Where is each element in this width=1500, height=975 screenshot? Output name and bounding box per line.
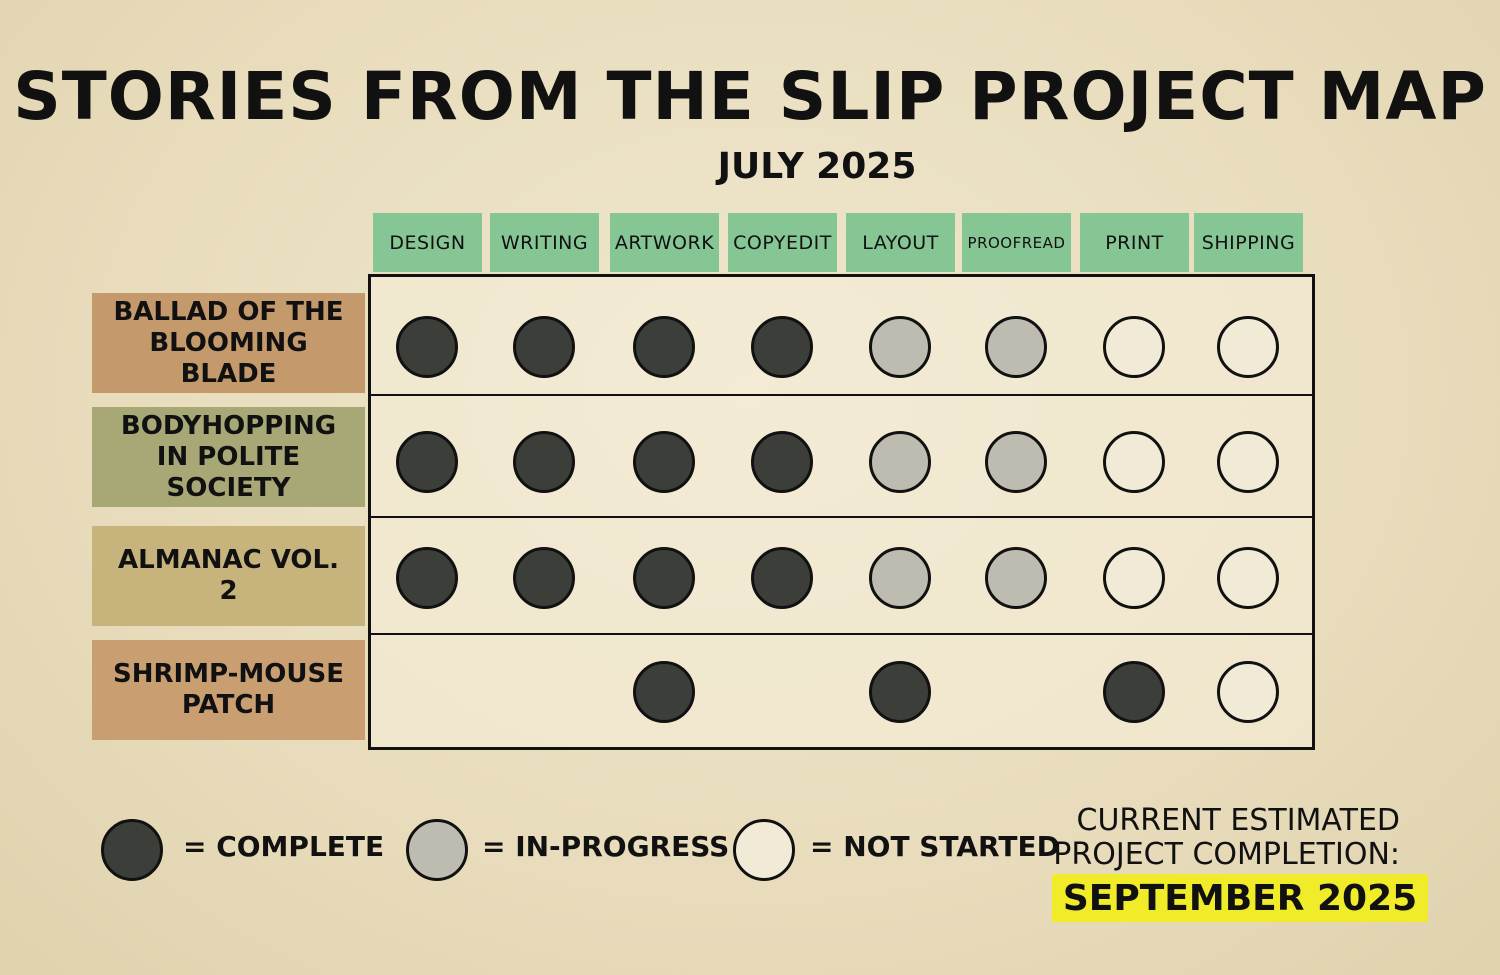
- legend-in-progress-icon: [406, 819, 468, 881]
- stage-header-writing: WRITING: [490, 213, 599, 272]
- status-complete-icon: [633, 547, 695, 609]
- status-not-started-icon: [1217, 547, 1279, 609]
- status-complete-icon: [513, 316, 575, 378]
- page-subtitle: JULY 2025: [717, 146, 917, 187]
- stage-header-artwork: ARTWORK: [610, 213, 719, 272]
- status-complete-icon: [633, 316, 695, 378]
- legend-complete-label: = COMPLETE: [183, 830, 385, 863]
- project-name: BODYHOPPING IN POLITE SOCIETY: [120, 410, 337, 503]
- project-label: BODYHOPPING IN POLITE SOCIETY: [92, 407, 365, 507]
- stage-header-print: PRINT: [1080, 213, 1189, 272]
- completion-label: CURRENT ESTIMATED PROJECT COMPLETION:: [1053, 804, 1400, 872]
- stage-header-shipping: SHIPPING: [1194, 213, 1303, 272]
- status-not-started-icon: [1217, 316, 1279, 378]
- stage-header-proofread: PROOFREAD: [962, 213, 1071, 272]
- stage-header-copyedit: COPYEDIT: [728, 213, 837, 272]
- project-name: SHRIMP-MOUSE PATCH: [112, 659, 345, 720]
- page-title: STORIES FROM THE SLIP PROJECT MAP: [13, 58, 1487, 135]
- completion-label-line2: PROJECT COMPLETION:: [1053, 837, 1400, 872]
- status-complete-icon: [513, 431, 575, 493]
- status-in-progress-icon: [869, 316, 931, 378]
- status-in-progress-icon: [985, 547, 1047, 609]
- status-not-started-icon: [1103, 547, 1165, 609]
- status-not-started-icon: [1217, 661, 1279, 723]
- completion-date: SEPTEMBER 2025: [1052, 874, 1428, 922]
- status-complete-icon: [396, 431, 458, 493]
- legend-not-started-label: = NOT STARTED: [810, 830, 1060, 863]
- stage-header-design: DESIGN: [373, 213, 482, 272]
- status-complete-icon: [869, 661, 931, 723]
- project-label: ALMANAC VOL. 2: [92, 526, 365, 626]
- status-complete-icon: [751, 431, 813, 493]
- status-in-progress-icon: [985, 316, 1047, 378]
- status-complete-icon: [396, 547, 458, 609]
- status-complete-icon: [751, 316, 813, 378]
- status-not-started-icon: [1103, 431, 1165, 493]
- status-complete-icon: [1103, 661, 1165, 723]
- legend-not-started-icon: [733, 819, 795, 881]
- status-complete-icon: [751, 547, 813, 609]
- stage-header-layout: LAYOUT: [846, 213, 955, 272]
- project-grid: [368, 274, 1315, 750]
- status-not-started-icon: [1217, 431, 1279, 493]
- legend-complete-icon: [101, 819, 163, 881]
- completion-label-line1: CURRENT ESTIMATED: [1076, 803, 1400, 838]
- project-name: BALLAD OF THE BLOOMING BLADE: [113, 296, 344, 389]
- row-divider: [368, 516, 1315, 518]
- project-label: BALLAD OF THE BLOOMING BLADE: [92, 293, 365, 393]
- status-complete-icon: [633, 431, 695, 493]
- project-label: SHRIMP-MOUSE PATCH: [92, 640, 365, 740]
- legend-in-progress-label: = IN-PROGRESS: [482, 830, 730, 863]
- row-divider: [368, 633, 1315, 635]
- status-not-started-icon: [1103, 316, 1165, 378]
- status-complete-icon: [513, 547, 575, 609]
- status-complete-icon: [633, 661, 695, 723]
- status-in-progress-icon: [869, 547, 931, 609]
- row-divider: [368, 394, 1315, 396]
- status-in-progress-icon: [869, 431, 931, 493]
- status-complete-icon: [396, 316, 458, 378]
- status-in-progress-icon: [985, 431, 1047, 493]
- project-name: ALMANAC VOL. 2: [118, 545, 339, 606]
